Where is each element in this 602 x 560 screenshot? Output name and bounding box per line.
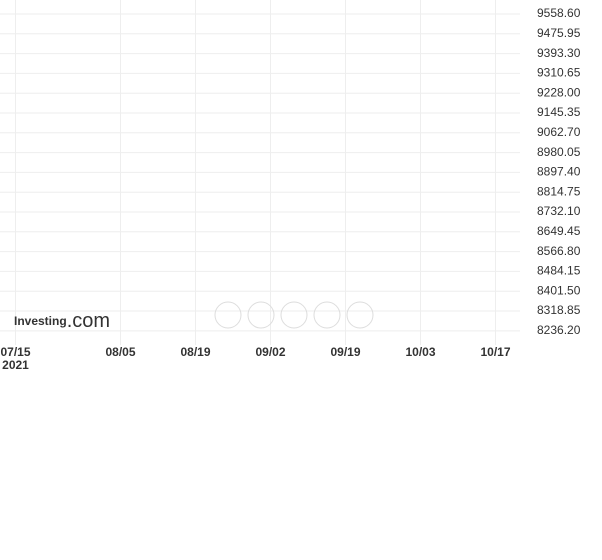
x-tick-label: 09/02 [255,345,285,359]
y-tick-label: 8732.10 [537,204,581,218]
x-tick-label: 07/15 [0,345,30,359]
x-tick-label: 08/05 [105,345,135,359]
y-tick-label: 9228.00 [537,85,581,99]
year-label: 2021 [2,358,29,372]
y-tick-label: 8649.45 [537,224,581,238]
x-tick-label: 08/19 [180,345,210,359]
toolbar-button [313,301,341,329]
watermark-main: Investing [14,314,67,328]
y-tick-label: 8236.20 [537,323,581,337]
y-tick-label: 8401.50 [537,283,581,297]
y-tick-label: 8484.15 [537,264,581,278]
toolbar-button [247,301,275,329]
x-tick-label: 10/17 [480,345,510,359]
y-tick-label: 8980.05 [537,145,581,159]
y-tick-label: 8318.85 [537,303,581,317]
watermark-suffix: .com [67,310,110,332]
y-tick-label: 9475.95 [537,26,581,40]
x-tick-label: 09/19 [330,345,360,359]
y-tick-label: 9145.35 [537,105,581,119]
watermark: Investing.com [14,310,110,332]
y-tick-label: 9062.70 [537,125,581,139]
y-tick-label: 9310.65 [537,66,581,80]
y-tick-label: 9393.30 [537,46,581,60]
toolbar-button [214,301,242,329]
toolbar-button [280,301,308,329]
x-tick-label: 10/03 [405,345,435,359]
y-tick-label: 9558.60 [537,6,581,20]
y-tick-label: 8814.75 [537,184,581,198]
toolbar-button [346,301,374,329]
y-tick-label: 8897.40 [537,165,581,179]
y-tick-label: 8566.80 [537,244,581,258]
